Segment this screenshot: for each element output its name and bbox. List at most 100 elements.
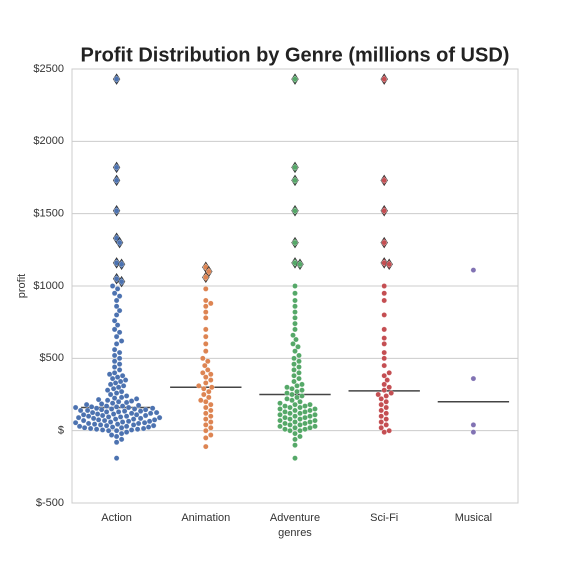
point <box>292 164 298 171</box>
point <box>125 404 132 411</box>
point <box>88 404 95 410</box>
point <box>292 177 298 184</box>
point <box>119 419 126 425</box>
point <box>113 390 120 396</box>
point <box>208 371 214 377</box>
point <box>137 415 144 422</box>
point <box>104 387 111 393</box>
point <box>113 439 120 445</box>
point <box>206 268 212 275</box>
y-tick-label: $ <box>58 425 64 437</box>
point <box>203 398 209 405</box>
point <box>384 377 390 383</box>
point <box>202 362 208 369</box>
point <box>111 346 118 353</box>
point <box>378 407 384 414</box>
point <box>120 383 127 389</box>
point <box>312 412 318 418</box>
point <box>292 303 298 310</box>
point <box>112 416 119 422</box>
point <box>312 406 318 412</box>
point <box>113 341 120 347</box>
point <box>201 391 207 398</box>
point <box>114 322 121 328</box>
point <box>292 309 298 315</box>
point <box>203 341 209 347</box>
point <box>375 391 381 398</box>
point <box>383 416 389 422</box>
point <box>203 286 209 292</box>
point <box>111 395 118 401</box>
point <box>123 399 130 406</box>
point <box>381 239 387 246</box>
point <box>294 394 300 401</box>
point <box>97 422 104 428</box>
point <box>114 374 121 380</box>
point <box>383 410 389 417</box>
plot-frame <box>71 68 519 504</box>
point <box>287 427 293 434</box>
point <box>108 406 115 412</box>
point <box>307 407 313 414</box>
point <box>470 267 477 273</box>
point <box>296 352 302 359</box>
point <box>470 429 477 435</box>
point <box>292 239 298 246</box>
point <box>289 391 295 398</box>
point <box>123 393 130 399</box>
y-tick-label: $1000 <box>33 280 64 292</box>
point <box>292 208 298 214</box>
point <box>297 433 303 440</box>
point <box>147 410 154 417</box>
point <box>113 76 120 82</box>
point <box>198 397 204 404</box>
point <box>113 208 120 214</box>
point <box>113 433 120 440</box>
point <box>277 412 283 418</box>
point <box>72 404 79 411</box>
point <box>287 416 293 422</box>
point <box>149 405 156 411</box>
point <box>104 397 111 404</box>
point <box>292 419 298 425</box>
point <box>470 422 477 428</box>
point <box>98 401 105 407</box>
x-tick-label: Animation <box>181 512 230 524</box>
point <box>125 418 132 425</box>
point <box>114 286 121 292</box>
point <box>302 403 308 409</box>
point <box>307 413 313 419</box>
point <box>99 427 106 433</box>
y-tick-label: $500 <box>40 352 64 364</box>
point <box>307 425 313 431</box>
point <box>95 396 102 403</box>
point <box>292 413 298 419</box>
point <box>113 297 120 304</box>
point <box>378 419 384 425</box>
point <box>381 297 387 304</box>
point <box>378 401 384 408</box>
point <box>90 415 97 422</box>
point <box>307 419 313 425</box>
point <box>133 412 140 418</box>
point <box>118 261 125 268</box>
point <box>151 417 158 423</box>
point <box>123 413 130 419</box>
point <box>292 326 298 333</box>
point <box>292 290 298 296</box>
point <box>470 375 477 382</box>
point <box>142 406 149 413</box>
point <box>116 329 123 336</box>
point <box>156 414 163 421</box>
point <box>297 416 303 422</box>
point <box>388 390 394 396</box>
point <box>203 348 209 354</box>
point <box>141 419 148 426</box>
point <box>282 409 288 415</box>
point <box>381 355 387 362</box>
point <box>72 419 79 426</box>
point <box>116 239 123 246</box>
point <box>282 420 288 427</box>
point <box>294 383 300 389</box>
point <box>113 404 120 410</box>
